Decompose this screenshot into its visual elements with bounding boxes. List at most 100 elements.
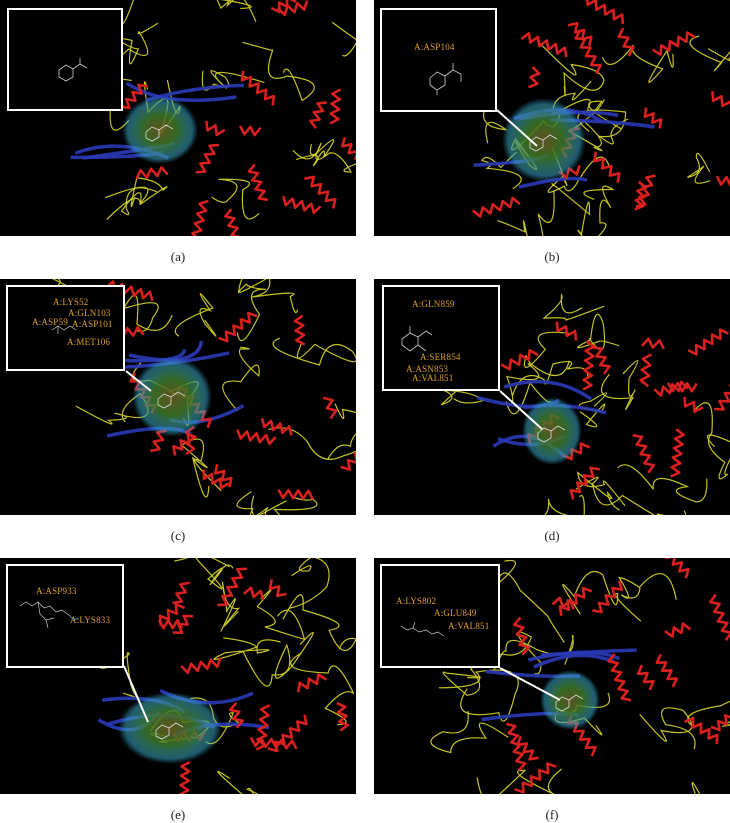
- strand-ribbon: [518, 176, 588, 189]
- coil-ribbon: [290, 652, 355, 726]
- coil-ribbon: [601, 44, 674, 83]
- residue-label: A:VAL851: [412, 373, 454, 383]
- strand-ribbon: [533, 653, 615, 669]
- coil-ribbon: [576, 471, 626, 511]
- coil-ribbon: [174, 558, 188, 562]
- coil-ribbon: [105, 186, 158, 216]
- docked-ligand: [157, 391, 186, 409]
- residue-label: A:VAL851: [448, 621, 490, 631]
- helix-ribbon: [593, 151, 621, 184]
- helix-ribbon: [592, 580, 624, 614]
- helix-ribbon: [635, 174, 656, 208]
- ligand-structure: [51, 325, 77, 334]
- coil-ribbon: [523, 331, 570, 377]
- helix-ribbon: [709, 593, 730, 642]
- helix-ribbon: [714, 383, 730, 411]
- helix-ribbon: [213, 463, 233, 488]
- helix-ribbon: [217, 567, 247, 607]
- helix-ribbon: [555, 321, 578, 341]
- helix-ribbon: [297, 673, 327, 693]
- helix-ribbon: [172, 614, 194, 635]
- coil-ribbon: [258, 496, 318, 515]
- binding-pocket-surface: [502, 98, 586, 182]
- coil-ribbon: [543, 495, 585, 515]
- helix-ribbon: [607, 653, 632, 702]
- coil-ribbon: [216, 0, 257, 22]
- residue-label: A:ASP104: [414, 42, 455, 52]
- coil-ribbon: [174, 293, 217, 337]
- ligand-structure: [429, 63, 462, 95]
- coil-ribbon: [295, 139, 335, 167]
- panel-caption-a: (a): [170, 249, 186, 264]
- helix-ribbon: [224, 208, 241, 236]
- helix-ribbon: [135, 166, 169, 180]
- coil-ribbon: [493, 634, 574, 671]
- helix-ribbon: [528, 65, 541, 89]
- coil-ribbon: [118, 0, 135, 25]
- helix-ribbon: [249, 736, 298, 750]
- panel-caption-f: (f): [545, 807, 559, 822]
- helix-ribbon: [632, 434, 656, 474]
- helix-ribbon: [336, 702, 349, 732]
- protein-render: [70, 0, 356, 236]
- helix-ribbon: [191, 199, 209, 236]
- helix-ribbon: [516, 735, 539, 761]
- helix-ribbon: [471, 196, 521, 218]
- helix-ribbon: [683, 396, 704, 413]
- residue-label: A:ASP59: [32, 317, 68, 327]
- helix-ribbon: [574, 29, 602, 75]
- helix-ribbon: [640, 337, 666, 350]
- coil-ribbon: [600, 360, 639, 410]
- helix-ribbon: [592, 346, 611, 375]
- coil-ribbon: [268, 427, 356, 460]
- panel-d: A:GLN859 A:SER854 A:ASN853 A:VAL851: [374, 279, 730, 515]
- coil-ribbon: [211, 178, 260, 220]
- coil-ribbon: [289, 558, 330, 609]
- helix-ribbon: [218, 311, 258, 343]
- helix-ribbon: [195, 143, 220, 174]
- coil-ribbon: [272, 337, 356, 366]
- coil-ribbon: [687, 701, 730, 728]
- helix-ribbon: [340, 452, 356, 471]
- ligand-inset: A:ASP104: [380, 8, 497, 112]
- coil-ribbon: [575, 476, 686, 515]
- ligand-structure: [19, 601, 79, 629]
- coil-ribbon: [542, 293, 605, 321]
- coil-ribbon: [536, 40, 605, 97]
- coil-ribbon: [217, 770, 259, 794]
- helix-ribbon: [639, 353, 653, 388]
- helix-ribbon: [277, 488, 315, 500]
- helix-ribbon: [282, 195, 322, 214]
- coil-ribbon: [327, 403, 356, 460]
- binding-pocket-surface: [540, 670, 600, 730]
- panel-a: [0, 0, 356, 236]
- ligand-inset: [7, 8, 123, 111]
- helix-ribbon: [710, 714, 730, 732]
- helix-ribbon: [255, 704, 271, 751]
- coil-ribbon: [122, 294, 173, 332]
- residue-label: A:MET106: [67, 337, 111, 347]
- helix-ribbon: [562, 442, 591, 461]
- binding-pocket-surface: [132, 357, 212, 437]
- helix-ribbon: [172, 581, 191, 605]
- coil-ribbon: [617, 464, 708, 503]
- protein-render: [45, 558, 356, 794]
- helix-ribbon: [666, 381, 698, 393]
- coil-ribbon: [213, 637, 281, 661]
- coil-ribbon: [583, 185, 616, 236]
- helix-ribbon: [617, 27, 635, 57]
- coil-ribbon: [494, 559, 565, 643]
- ligand-inset: A:GLN859 A:SER854 A:ASN853 A:VAL851: [382, 285, 500, 391]
- helix-ribbon: [505, 722, 527, 772]
- protein-render: [42, 279, 356, 515]
- helix-ribbon: [260, 417, 293, 436]
- residue-label: A:ASN853: [406, 364, 449, 374]
- coil-ribbon: [476, 768, 562, 794]
- residue-label: A:GLN103: [68, 308, 111, 318]
- helix-ribbon: [322, 396, 338, 420]
- helix-ribbon: [643, 107, 663, 129]
- helix-ribbon: [236, 429, 277, 446]
- binding-pocket-surface: [122, 96, 198, 164]
- protein-render: [440, 293, 730, 515]
- coil-ribbon: [220, 581, 241, 632]
